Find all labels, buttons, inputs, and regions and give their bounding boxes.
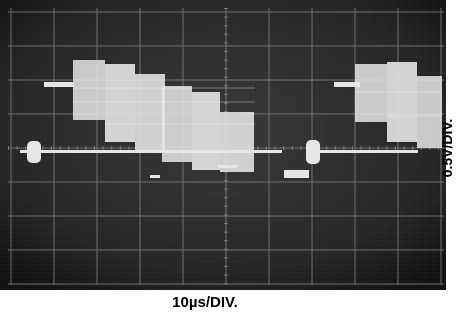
oscilloscope-photo [0,0,446,290]
horizontal-scale-label: 10µs/DIV. [172,294,238,311]
waveform-trace [20,60,442,178]
vertical-scale-label: 0.5V/DIV. [439,118,455,178]
